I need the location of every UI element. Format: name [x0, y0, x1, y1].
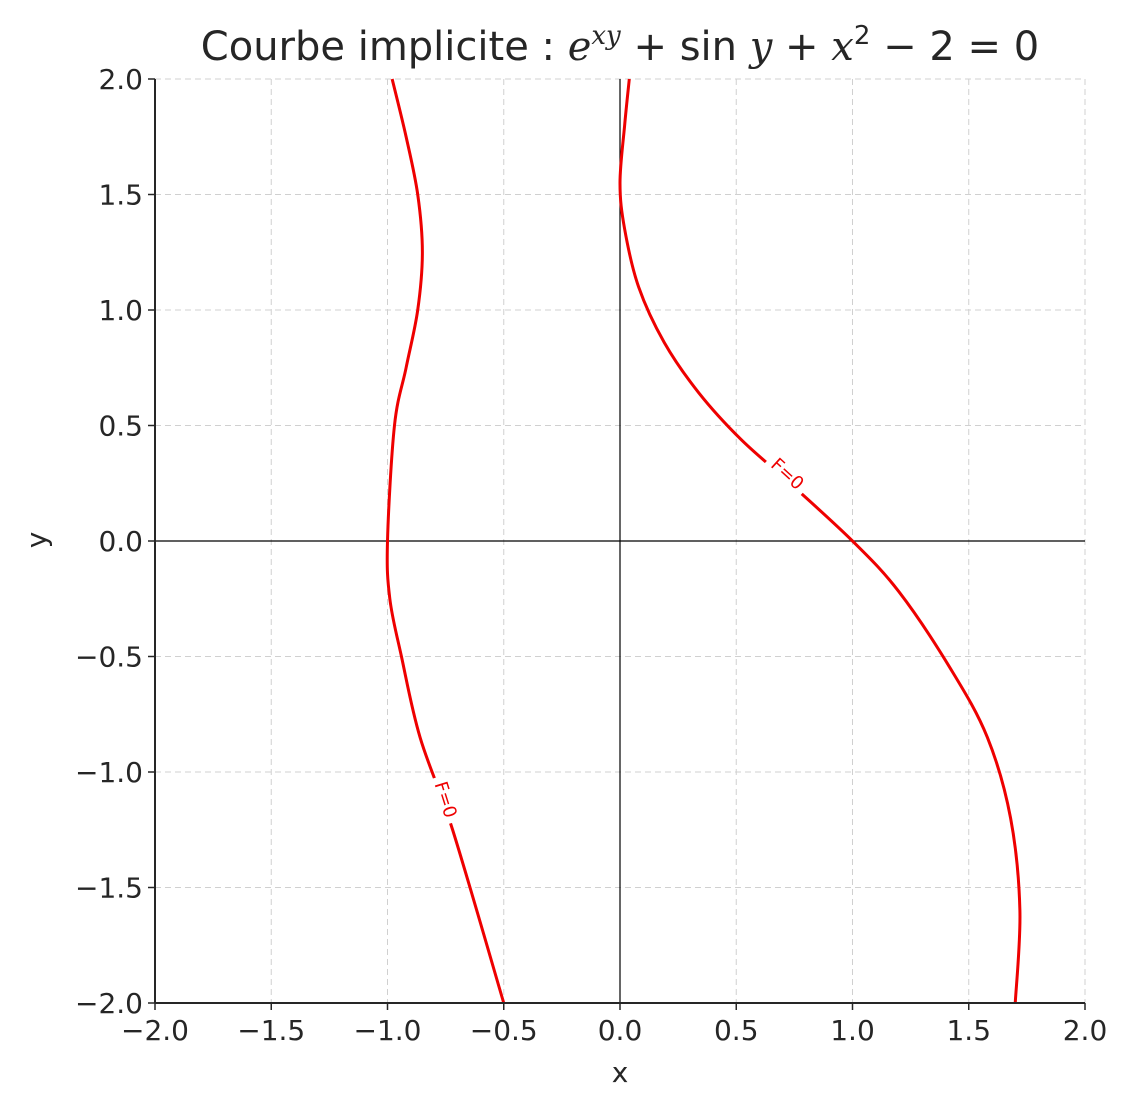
curve-label-backdrop [426, 773, 465, 827]
curve-branch-1 [385, 78, 506, 1004]
x-tick-label: −0.5 [470, 1014, 538, 1047]
x-tick-label: −1.0 [354, 1014, 422, 1047]
y-tick-label: 0.0 [98, 525, 143, 558]
y-tick-label: 1.0 [98, 294, 143, 327]
x-axis-label: x [612, 1056, 629, 1089]
x-tick-label: 0.5 [714, 1014, 759, 1047]
x-tick-label: −2.0 [121, 1014, 189, 1047]
x-axis-ticks: −2.0 −1.5 −1.0 −0.5 0.0 0.5 1.0 1.5 2.0 [121, 1003, 1107, 1047]
curve-label-backdrop [761, 448, 814, 500]
y-tick-label: 1.5 [98, 179, 143, 212]
chart-title: Courbe implicite : exy + sin y + x2 − 2 … [201, 21, 1039, 70]
y-axis-label: y [20, 532, 53, 549]
x-tick-label: 2.0 [1063, 1014, 1108, 1047]
y-tick-label: −1.0 [75, 756, 143, 789]
x-tick-label: 1.0 [830, 1014, 875, 1047]
y-tick-label: −1.5 [75, 872, 143, 905]
y-tick-label: 0.5 [98, 410, 143, 443]
reference-lines [155, 79, 1085, 1003]
x-tick-label: 0.0 [598, 1014, 643, 1047]
y-axis-ticks: 2.0 1.5 1.0 0.5 0.0 −0.5 −1.0 −1.5 −2.0 [75, 63, 155, 1020]
y-tick-label: 2.0 [98, 63, 143, 96]
y-tick-label: −0.5 [75, 641, 143, 674]
curve-label: F=0 [430, 779, 461, 820]
y-tick-label: −2.0 [75, 987, 143, 1020]
x-tick-label: 1.5 [946, 1014, 991, 1047]
x-tick-label: −1.5 [237, 1014, 305, 1047]
